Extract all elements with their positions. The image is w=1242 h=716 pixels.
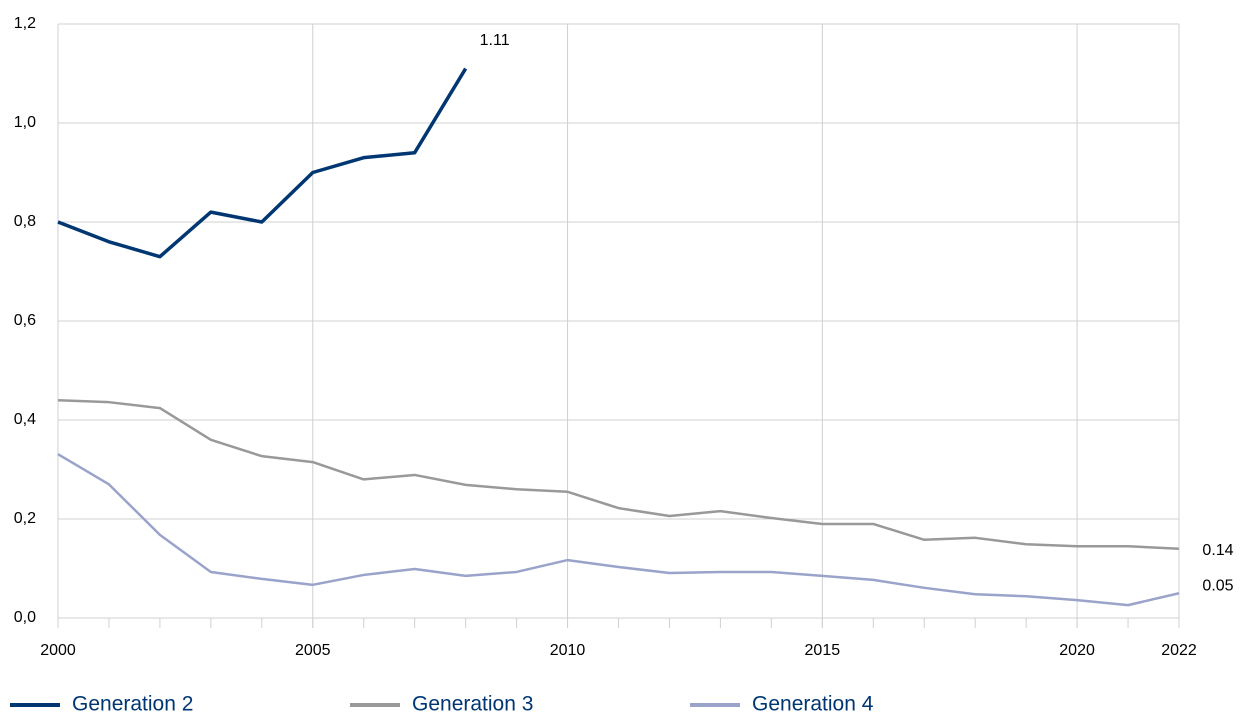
x-tick-label: 2010 <box>550 642 586 659</box>
x-tick-label: 2020 <box>1059 642 1095 659</box>
x-tick-label: 2022 <box>1161 642 1197 659</box>
y-tick-label: 1,2 <box>14 15 36 32</box>
series-line <box>57 67 468 259</box>
y-tick-label: 0,2 <box>14 510 36 527</box>
legend-text: Generation 2 <box>72 693 193 716</box>
y-tick-label: 0,0 <box>14 609 36 626</box>
legend-text: Generation 3 <box>412 693 533 716</box>
data-label: 1.11 <box>480 32 510 49</box>
y-tick-label: 1,0 <box>14 114 36 131</box>
legend-text: Generation 4 <box>752 693 874 716</box>
x-tick-label: 2000 <box>40 642 76 659</box>
y-tick-label: 0,4 <box>14 411 36 428</box>
y-tick-label: 0,8 <box>14 213 36 230</box>
data-label: 0.05 <box>1202 577 1233 594</box>
series-line <box>57 398 1180 550</box>
data-label: 0.14 <box>1202 542 1233 559</box>
x-tick-label: 2005 <box>295 642 331 659</box>
x-tick-label: 2015 <box>805 642 841 659</box>
y-tick-label: 0,6 <box>14 312 36 329</box>
series-line <box>57 453 1180 607</box>
